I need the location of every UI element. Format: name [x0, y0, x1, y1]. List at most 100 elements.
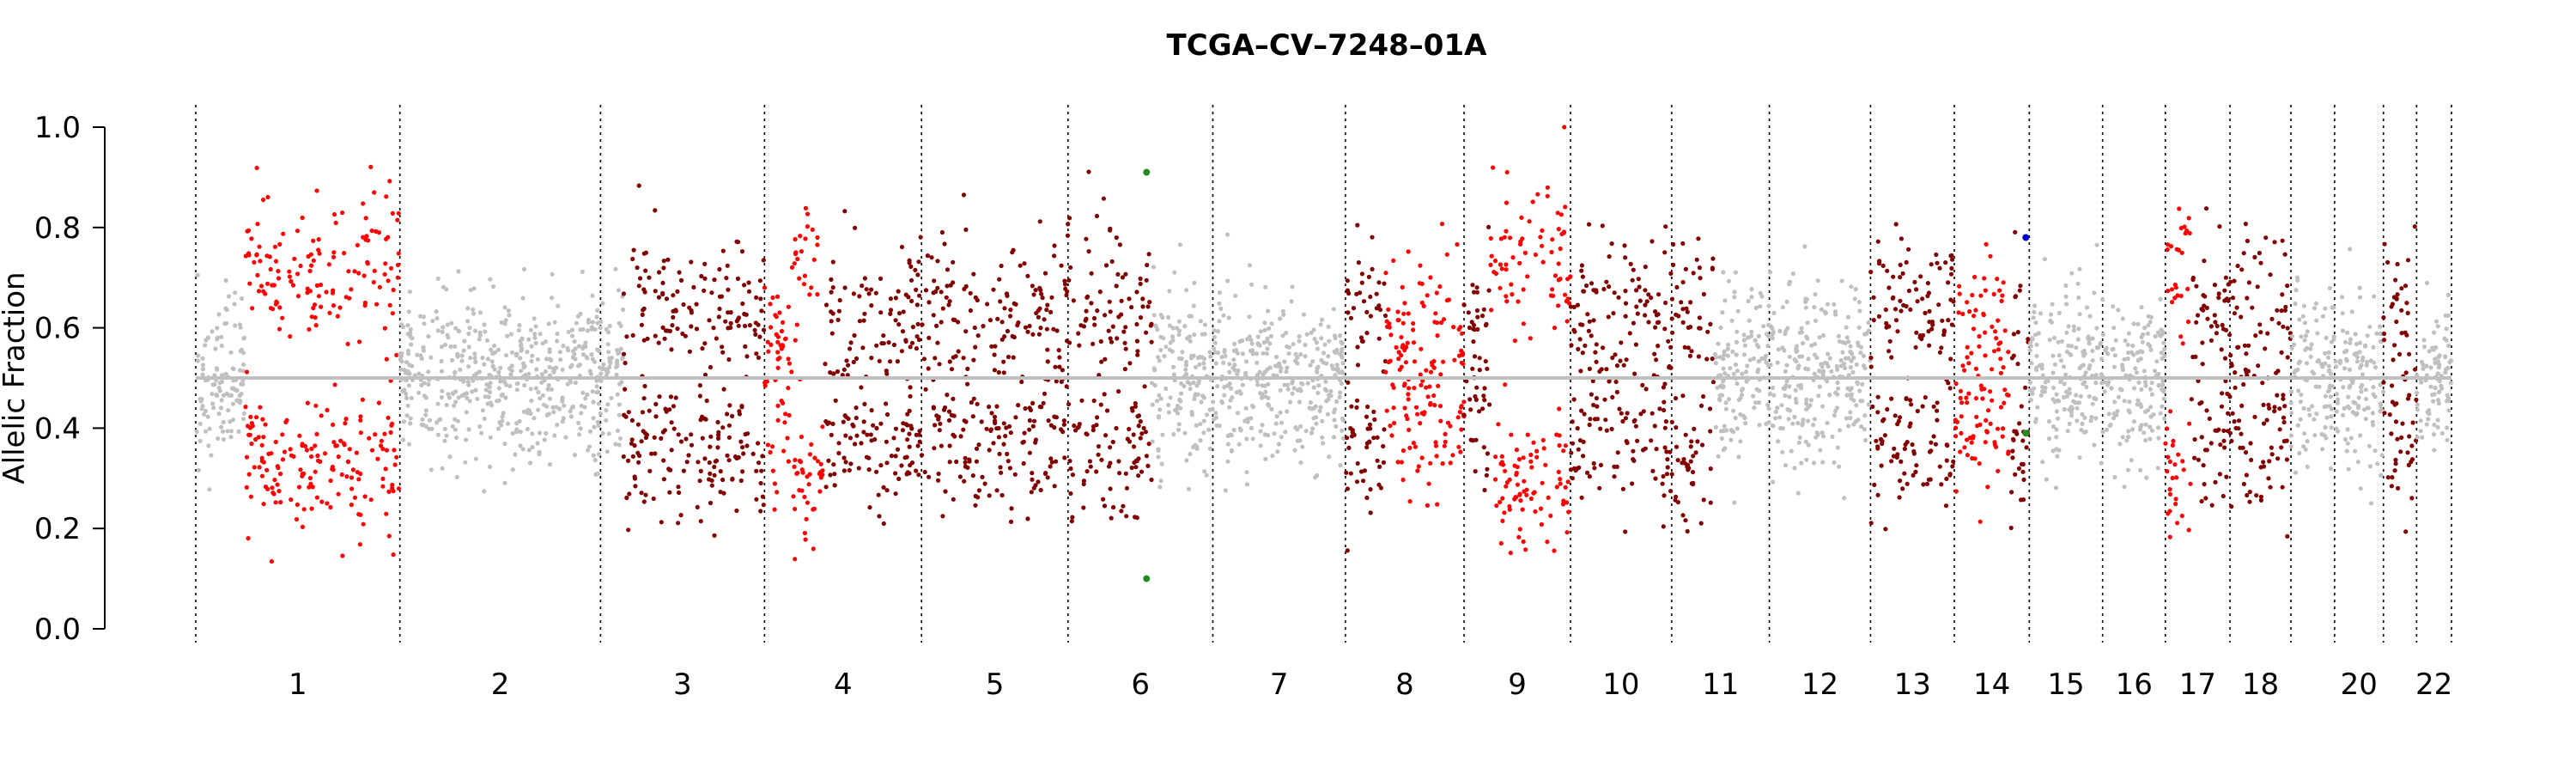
data-point — [596, 423, 601, 428]
data-point — [484, 338, 490, 343]
data-point — [1982, 276, 1987, 281]
data-point — [861, 419, 866, 424]
data-point — [1488, 235, 1493, 241]
data-point — [2223, 275, 2228, 280]
data-point — [1674, 494, 1679, 500]
data-point — [2093, 381, 2099, 386]
data-point — [1780, 345, 1785, 350]
data-point — [2358, 385, 2364, 390]
data-point — [1432, 320, 1437, 325]
data-point — [2341, 385, 2346, 390]
data-point — [1433, 443, 1439, 448]
data-point — [324, 289, 329, 295]
data-point — [592, 424, 597, 430]
data-point — [1430, 363, 1435, 368]
data-point — [1741, 332, 1747, 338]
data-point — [801, 282, 807, 287]
data-point — [276, 465, 281, 471]
data-point — [357, 339, 362, 344]
data-point — [2266, 402, 2271, 407]
data-point — [999, 263, 1004, 269]
data-point — [380, 484, 386, 489]
data-point — [1558, 246, 1563, 252]
data-point — [1225, 459, 1230, 464]
data-point — [1787, 394, 1792, 399]
data-point — [221, 436, 226, 442]
data-point — [895, 359, 900, 364]
data-point — [1754, 387, 1759, 392]
data-point — [598, 378, 604, 384]
data-point — [1176, 427, 1182, 432]
data-point — [1578, 322, 1583, 327]
data-point — [1109, 259, 1115, 264]
data-point — [725, 263, 730, 268]
data-point — [694, 326, 700, 332]
data-point — [1902, 471, 1907, 476]
data-point — [643, 250, 649, 255]
data-point — [1874, 438, 1879, 443]
data-point — [1207, 407, 1212, 412]
data-point — [1527, 219, 1532, 224]
data-point — [2200, 340, 2205, 345]
data-point — [525, 427, 531, 432]
data-point — [2329, 339, 2335, 344]
data-point — [775, 350, 781, 355]
data-point — [1838, 357, 1844, 363]
data-point — [1535, 192, 1540, 197]
data-point — [258, 259, 263, 264]
data-point — [317, 251, 322, 256]
data-point — [1370, 266, 1375, 271]
data-point — [1654, 447, 1659, 452]
data-point — [1255, 351, 1260, 357]
data-point — [2052, 399, 2057, 405]
data-point — [689, 432, 694, 437]
data-point — [1753, 305, 1759, 310]
data-point — [1067, 216, 1072, 221]
data-point — [891, 342, 896, 348]
data-point — [2289, 345, 2294, 350]
data-point — [1550, 287, 1555, 292]
data-point — [1243, 359, 1249, 364]
data-point — [1400, 477, 1406, 483]
data-point — [1920, 296, 1925, 302]
data-point — [513, 452, 518, 457]
data-point — [1516, 299, 1521, 304]
data-point — [949, 367, 955, 372]
data-point — [1467, 325, 1473, 331]
data-point — [2064, 330, 2069, 335]
data-point — [913, 267, 918, 272]
data-point — [2241, 381, 2246, 387]
data-point — [528, 327, 534, 332]
data-point — [2116, 308, 2121, 313]
data-point — [1611, 311, 1616, 316]
data-point — [1649, 296, 1654, 301]
data-point — [1623, 416, 1628, 421]
data-point — [1021, 460, 1026, 466]
data-point — [574, 320, 579, 326]
data-point — [841, 455, 847, 460]
data-point — [1364, 441, 1370, 446]
data-point — [1175, 326, 1180, 331]
data-point — [1202, 322, 1207, 327]
data-point — [1514, 470, 1519, 476]
data-point — [2420, 435, 2425, 440]
data-point — [2069, 271, 2075, 276]
data-point — [1171, 431, 1176, 437]
data-point — [245, 424, 251, 429]
data-point — [1419, 455, 1425, 460]
data-point — [939, 320, 944, 325]
data-point — [1965, 355, 1970, 360]
data-point — [940, 514, 945, 519]
data-point — [473, 387, 478, 393]
data-point — [215, 326, 220, 331]
data-point — [1406, 392, 1411, 397]
data-point — [1946, 381, 1951, 386]
data-point — [866, 291, 872, 296]
data-point — [946, 417, 952, 423]
data-point — [1939, 345, 1944, 350]
data-point — [2317, 384, 2322, 389]
data-point — [2365, 359, 2370, 364]
data-point — [1598, 426, 1603, 431]
data-point — [1653, 309, 1658, 314]
data-point — [2063, 389, 2069, 394]
